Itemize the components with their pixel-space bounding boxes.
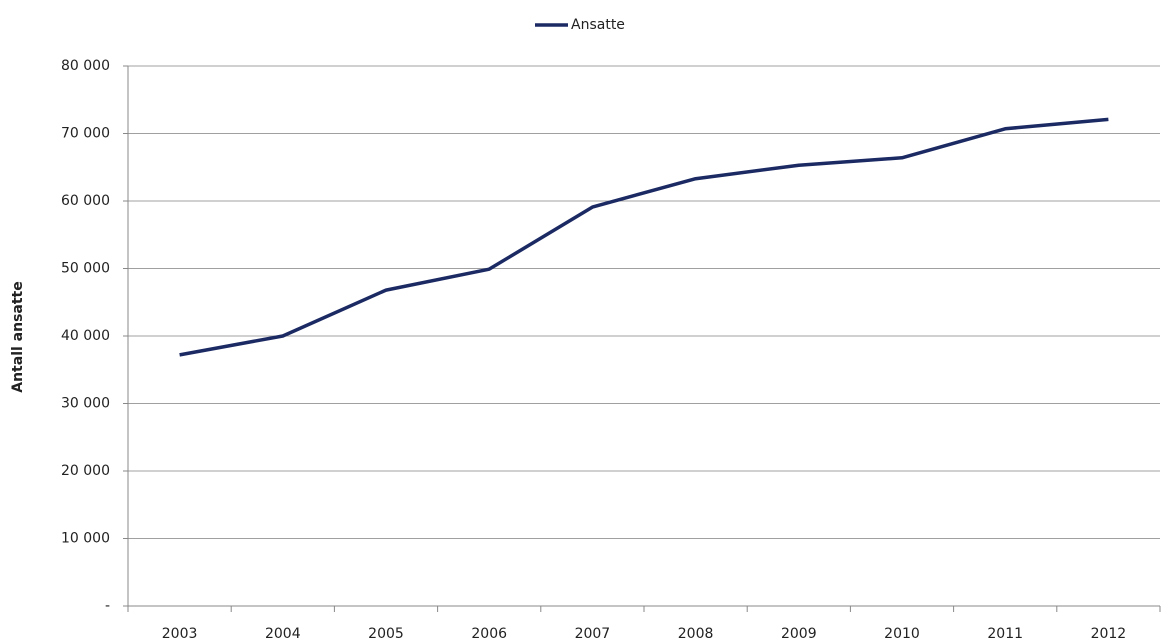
y-tick-label: 10 000 — [61, 531, 110, 547]
y-tick-label: 30 000 — [61, 396, 110, 412]
y-axis-label: Antall ansatte — [10, 281, 26, 393]
y-tick-label: 60 000 — [61, 193, 110, 209]
y-tick-label: 80 000 — [61, 58, 110, 74]
x-tick-label: 2010 — [884, 626, 920, 642]
x-tick-label: 2009 — [781, 626, 817, 642]
y-tick-label: 20 000 — [61, 463, 110, 479]
series-line — [179, 117, 1109, 357]
x-tick-label: 2007 — [575, 626, 611, 642]
y-tick-label: - — [105, 598, 110, 614]
x-tick-label: 2005 — [368, 626, 404, 642]
x-tick-label: 2012 — [1091, 626, 1127, 642]
x-tick-label: 2011 — [987, 626, 1023, 642]
y-tick-label: 40 000 — [61, 328, 110, 344]
x-tick-label: 2003 — [162, 626, 198, 642]
x-tick-label: 2008 — [678, 626, 714, 642]
y-tick-label: 50 000 — [61, 261, 110, 277]
y-tick-label: 70 000 — [61, 126, 110, 142]
legend-label: Ansatte — [571, 17, 625, 33]
x-tick-label: 2006 — [471, 626, 507, 642]
x-tick-label: 2004 — [265, 626, 301, 642]
